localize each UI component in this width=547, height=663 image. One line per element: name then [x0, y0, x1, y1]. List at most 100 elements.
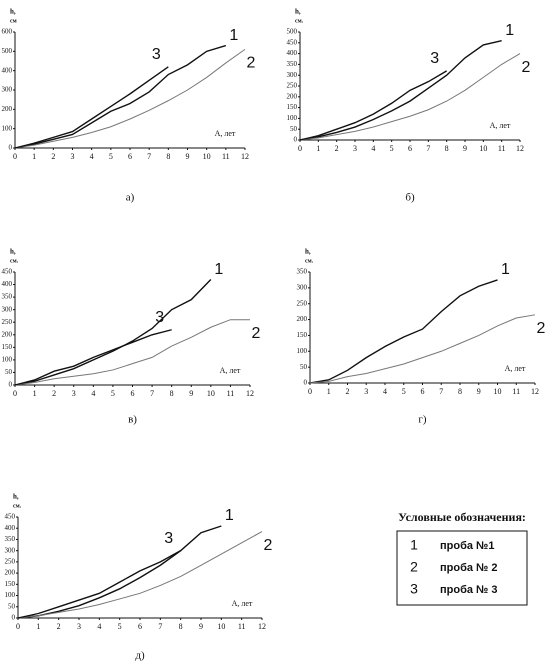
y-tick-label: 350 [287, 60, 298, 68]
legend-title: Условные обозначения: [398, 510, 526, 524]
y-tick-label: 500 [287, 28, 298, 36]
series-line [17, 525, 222, 619]
x-label: А, лет [220, 366, 241, 375]
y-tick-label: 250 [297, 299, 308, 307]
x-tick-label: 3 [353, 144, 357, 153]
x-tick-label: 3 [71, 152, 75, 161]
x-tick-label: 7 [439, 387, 443, 396]
x-tick-label: 11 [498, 144, 506, 153]
y-tick-label: 300 [287, 71, 298, 79]
series-label: 2 [537, 320, 546, 337]
y-tick-label: 50 [300, 363, 308, 371]
y-tick-label: 200 [2, 330, 13, 338]
y-tick-label: 500 [2, 47, 13, 55]
series-line [14, 319, 250, 386]
y-tick-label: 0 [9, 381, 13, 389]
y-tick-label: 450 [2, 268, 13, 276]
x-tick-label: 5 [109, 152, 113, 161]
legend-label: проба №1 [440, 540, 494, 552]
y-tick-label: 200 [297, 315, 308, 323]
x-tick-label: 6 [138, 622, 142, 631]
x-tick-label: 6 [408, 144, 412, 153]
legend-key: 2 [410, 559, 418, 575]
y-tick-label: 400 [5, 524, 16, 532]
x-tick-label: 6 [421, 387, 425, 396]
y-tick-label: 100 [5, 591, 16, 599]
x-tick-label: 0 [308, 387, 312, 396]
legend-box [396, 530, 528, 606]
x-tick-label: 1 [33, 389, 37, 398]
x-tick-label: 6 [131, 389, 135, 398]
series-label: 3 [152, 46, 161, 63]
y-tick-label: 200 [2, 105, 13, 113]
series-label: 1 [501, 261, 510, 278]
x-tick-label: 7 [147, 152, 151, 161]
caption: д) [135, 650, 145, 662]
x-tick-label: 8 [458, 387, 462, 396]
y-tick-label: 0 [9, 144, 13, 152]
x-tick-label: 9 [186, 152, 190, 161]
x-tick-label: 8 [170, 389, 174, 398]
series-label: 1 [505, 22, 514, 39]
x-tick-label: 1 [327, 387, 331, 396]
legend-key: 1 [410, 537, 418, 553]
x-tick-label: 11 [227, 389, 235, 398]
y-tick-label: 150 [5, 580, 16, 588]
x-tick-label: 8 [179, 622, 183, 631]
y-label: h, [13, 493, 19, 501]
y-tick-label: 50 [8, 602, 16, 610]
series-label: 2 [522, 59, 531, 76]
series-label: 2 [247, 55, 256, 72]
x-tick-label: 4 [90, 152, 94, 161]
x-tick-label: 5 [390, 144, 394, 153]
x-tick-label: 8 [445, 144, 449, 153]
series-line [309, 314, 536, 384]
y-unit: см. [305, 258, 314, 264]
x-tick-label: 9 [463, 144, 467, 153]
legend-label: проба № 3 [440, 584, 498, 596]
series-line [14, 279, 212, 386]
x-tick-label: 10 [494, 387, 502, 396]
x-tick-label: 10 [203, 152, 211, 161]
x-label: А, лет [505, 364, 526, 373]
y-tick-label: 150 [297, 331, 308, 339]
x-tick-label: 8 [166, 152, 170, 161]
x-tick-label: 11 [238, 622, 246, 631]
x-tick-label: 0 [16, 622, 20, 631]
x-tick-label: 1 [36, 622, 40, 631]
x-tick-label: 10 [217, 622, 225, 631]
y-unit: см. [10, 258, 19, 264]
y-tick-label: 450 [287, 38, 298, 46]
series-line [299, 39, 502, 141]
y-tick-label: 50 [5, 368, 13, 376]
x-tick-label: 6 [128, 152, 132, 161]
series-line [17, 531, 263, 619]
x-tick-label: 4 [91, 389, 95, 398]
y-tick-label: 200 [5, 569, 16, 577]
y-tick-label: 250 [287, 82, 298, 90]
x-tick-label: 5 [111, 389, 115, 398]
caption: б) [405, 192, 415, 204]
x-tick-label: 5 [118, 622, 122, 631]
y-label: h, [295, 8, 301, 16]
x-tick-label: 0 [13, 389, 17, 398]
y-tick-label: 150 [287, 103, 298, 111]
y-label: h, [10, 248, 16, 256]
y-tick-label: 200 [287, 92, 298, 100]
x-tick-label: 1 [32, 152, 36, 161]
y-tick-label: 450 [5, 513, 16, 521]
series-line [17, 550, 182, 619]
x-tick-label: 1 [316, 144, 320, 153]
y-tick-label: 100 [297, 347, 308, 355]
y-tick-label: 400 [287, 49, 298, 57]
x-tick-label: 10 [479, 144, 487, 153]
series-label: 1 [229, 27, 238, 44]
series-line [299, 70, 448, 141]
x-tick-label: 3 [72, 389, 76, 398]
x-tick-label: 2 [57, 622, 61, 631]
series-line [14, 66, 169, 149]
x-tick-label: 0 [298, 144, 302, 153]
y-tick-label: 100 [2, 124, 13, 132]
y-tick-label: 100 [287, 114, 298, 122]
x-tick-label: 2 [335, 144, 339, 153]
